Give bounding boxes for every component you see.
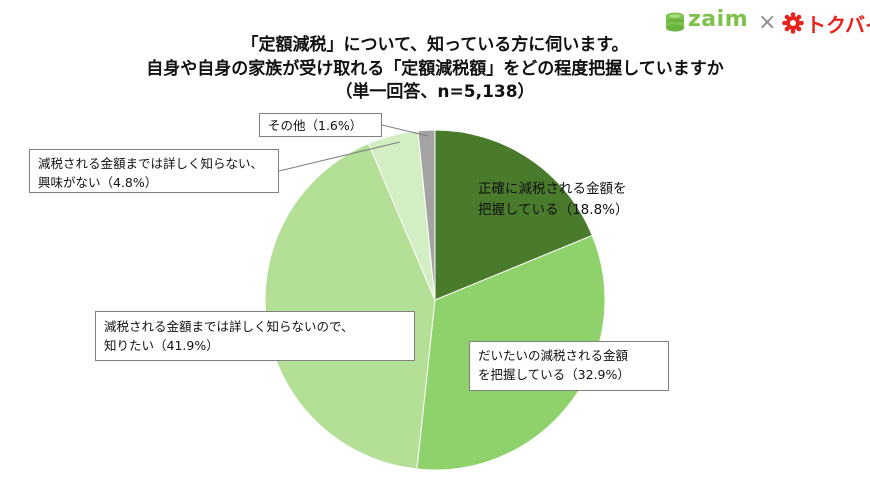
label-rough-32-9: だいたいの減税される金額 を把握している（32.9%） [469,341,669,391]
label-not-interested-4-8: 減税される金額までは詳しく知らない、 興味がない（4.8%） [29,149,279,193]
label-18-8-line2: 把握している（18.8%） [478,202,629,218]
label-want-to-know-41-9: 減税される金額までは詳しく知らないので、 知りたい（41.9%） [95,311,415,361]
chart-title-line2: 自身や自身の家族が受け取れる「定額減税額」をどの程度把握していますか [146,59,724,79]
chart-title-line1: 「定額減税」について、知っている方に伺います。 [241,35,629,55]
tokubai-logo-icon [782,12,804,34]
label-4-8-line1: 減税される金額までは詳しく知らない、 [38,156,264,171]
pie-slice-5 [417,129,436,301]
pie-slice-1 [434,129,593,301]
label-32-9-line2: を把握している（32.9%） [478,367,630,382]
zaim-coin-icon [666,12,684,32]
label-18-8-line1: 正確に減税される金額を [478,181,627,197]
leader-line-sonota [381,124,429,137]
label-4-8-line2: 興味がない（4.8%） [38,175,158,190]
zaim-logo-text: zaim [688,7,749,32]
label-other-text: その他（1.6%） [268,118,363,133]
cross-icon: × [758,10,777,35]
leader-line-4-8 [278,141,401,172]
label-other-1-6: その他（1.6%） [259,113,382,137]
label-41-9-line2: 知りたい（41.9%） [104,338,219,353]
label-41-9-line1: 減税される金額までは詳しく知らないので、 [104,319,354,334]
tokubai-logo-text: トクバイ [806,13,870,37]
chart-subtitle: （単一回答、n=5,138） [335,82,535,102]
label-32-9-line1: だいたいの減税される金額 [478,348,629,363]
label-exact-18-8: 正確に減税される金額を 把握している（18.8%） [470,175,660,225]
brand-logos: zaim × トクバイ [664,7,870,38]
